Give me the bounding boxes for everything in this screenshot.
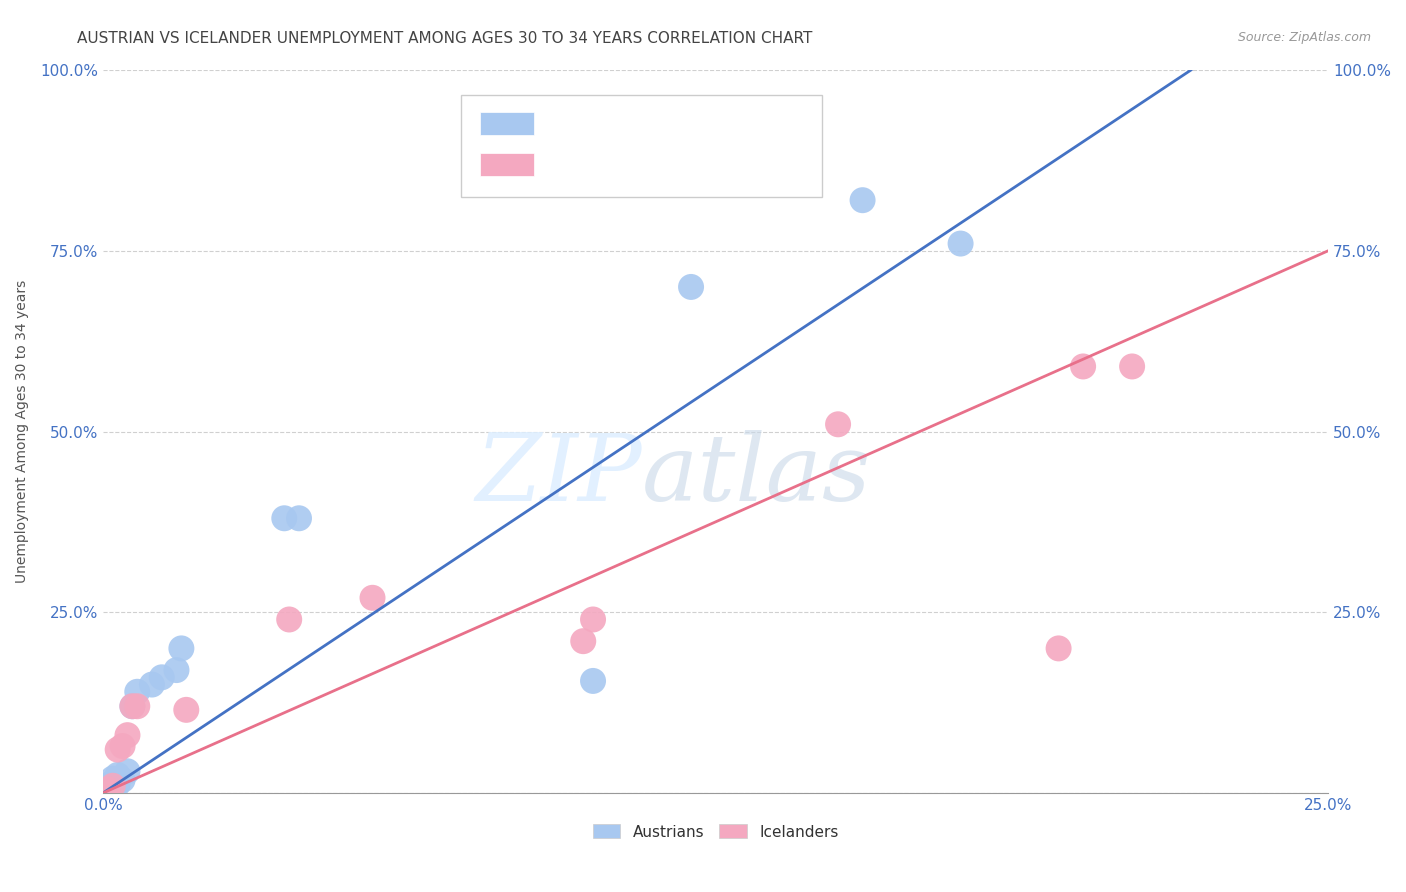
Point <box>111 739 134 753</box>
Text: ZIP: ZIP <box>475 430 643 520</box>
Point <box>174 703 197 717</box>
Point <box>582 673 605 688</box>
Point <box>572 634 595 648</box>
Point <box>97 782 120 797</box>
Point <box>288 511 311 525</box>
Point <box>107 777 129 791</box>
Point <box>851 193 873 207</box>
Point <box>97 779 120 793</box>
Text: AUSTRIAN VS ICELANDER UNEMPLOYMENT AMONG AGES 30 TO 34 YEARS CORRELATION CHART: AUSTRIAN VS ICELANDER UNEMPLOYMENT AMONG… <box>77 31 813 46</box>
Point <box>166 663 188 677</box>
FancyBboxPatch shape <box>481 112 534 135</box>
Point <box>278 612 301 626</box>
Point <box>827 417 849 432</box>
FancyBboxPatch shape <box>481 153 534 177</box>
Point <box>117 764 139 779</box>
Point <box>107 742 129 756</box>
Point <box>101 772 124 786</box>
Point <box>127 685 149 699</box>
Point <box>111 772 134 787</box>
Point <box>273 511 295 525</box>
Text: R = 0.753    N = 20: R = 0.753 N = 20 <box>541 113 717 131</box>
Legend: Austrians, Icelanders: Austrians, Icelanders <box>593 824 838 839</box>
Point <box>101 779 124 793</box>
Point <box>1121 359 1143 374</box>
Point <box>121 699 143 714</box>
Text: atlas: atlas <box>643 430 872 520</box>
Point <box>150 670 173 684</box>
Point <box>170 641 193 656</box>
Text: Source: ZipAtlas.com: Source: ZipAtlas.com <box>1237 31 1371 45</box>
Point <box>1047 641 1070 656</box>
FancyBboxPatch shape <box>461 95 823 196</box>
Point <box>121 699 143 714</box>
Point <box>107 768 129 782</box>
Point <box>1071 359 1094 374</box>
Point <box>101 775 124 789</box>
Point <box>582 612 605 626</box>
Point <box>949 236 972 251</box>
Text: R = 0.792    N = 16: R = 0.792 N = 16 <box>541 154 717 172</box>
Point <box>141 677 163 691</box>
Point <box>97 782 120 797</box>
Point <box>117 728 139 742</box>
Point <box>361 591 384 605</box>
Y-axis label: Unemployment Among Ages 30 to 34 years: Unemployment Among Ages 30 to 34 years <box>15 280 30 583</box>
Point <box>127 699 149 714</box>
Point <box>681 280 703 294</box>
